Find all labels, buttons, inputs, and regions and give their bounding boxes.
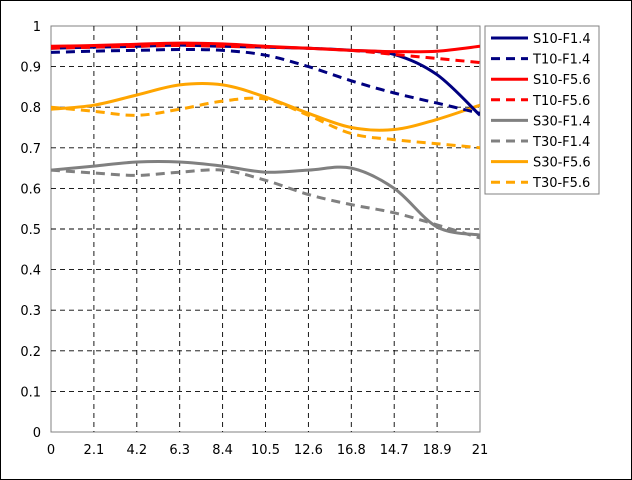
y-tick-label: 0 [33,426,41,441]
legend-label: S30-F5.6 [533,156,591,171]
y-tick-label: 0.6 [20,182,41,197]
x-tick-label: 0 [47,443,55,458]
legend-label: T10-F1.4 [532,53,590,68]
x-tick-label: 8.4 [212,443,233,458]
legend-label: S10-F1.4 [533,32,591,47]
legend-label: S30-F1.4 [533,114,591,129]
series-line-s30-f1-4 [51,159,480,237]
y-tick-label: 0.9 [20,61,41,76]
x-tick-label: 2.1 [84,443,105,458]
x-tick-label: 6.3 [169,443,190,458]
x-tick-label: 16.8 [337,443,366,458]
x-tick-label: 10.5 [251,443,280,458]
y-tick-label: 1 [33,20,41,35]
legend-label: T30-F1.4 [532,135,590,150]
series-line-t10-f1-4 [51,47,480,115]
series-line-t30-f5-6 [51,96,480,150]
y-tick-label: 0.7 [20,142,41,157]
legend-label: S10-F5.6 [533,73,591,88]
x-tick-label: 21 [472,443,489,458]
x-tick-label: 18.9 [423,443,452,458]
y-tick-label: 0.8 [20,101,41,116]
legend: S10-F1.4 T10-F1.4 S10-F5.6 T10-F5.6 S30-F1.4… [484,25,600,195]
series-line-s10-f5-6 [51,41,480,54]
y-tick-label: 0.2 [20,345,41,360]
series-line-s30-f5-6 [51,81,480,132]
legend-box [484,25,600,195]
series-group [51,41,480,240]
y-tick-label: 0.4 [20,264,41,279]
x-tick-label: 12.6 [294,443,323,458]
legend-label: T30-F5.6 [532,176,590,191]
y-axis-tick-labels: 0 0.1 0.2 0.3 0.4 0.5 0.6 0.7 0.8 0.9 1 [20,20,41,441]
y-tick-label: 0.3 [20,304,41,319]
y-tick-label: 0.1 [20,385,41,400]
x-tick-label: 14.7 [380,443,409,458]
legend-label: T10-F5.6 [532,94,590,109]
y-tick-label: 0.5 [20,223,41,238]
series-line-t30-f1-4 [51,168,480,240]
x-axis-tick-labels: 0 2.1 4.2 6.3 8.4 10.5 12.6 16.8 14.7 18.9 21 [47,443,488,458]
x-tick-label: 4.2 [126,443,147,458]
